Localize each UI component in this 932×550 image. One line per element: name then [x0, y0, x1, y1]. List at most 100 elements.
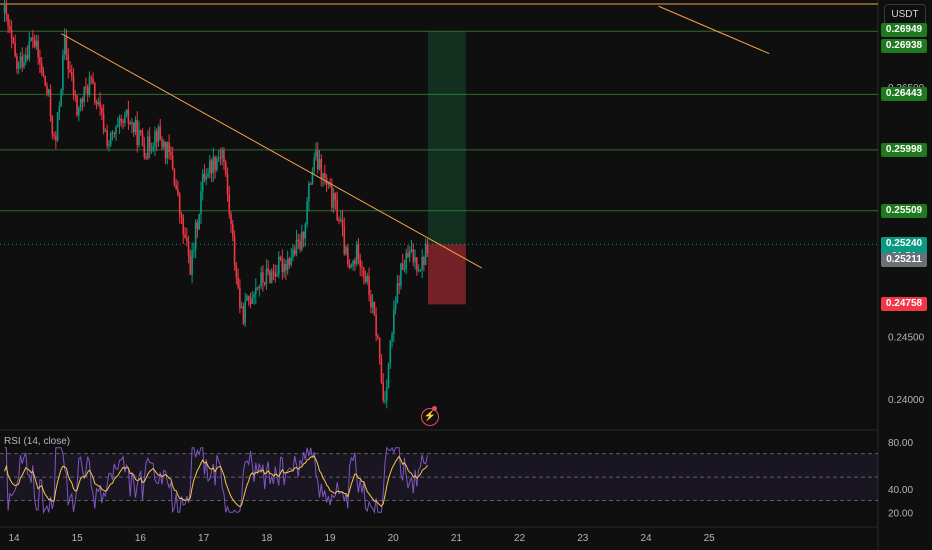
candle-body	[173, 168, 176, 185]
candle-body	[375, 314, 377, 337]
x-tick-label: 23	[577, 533, 589, 544]
candle-body	[230, 213, 232, 224]
candle-body	[212, 156, 215, 173]
candle-body	[235, 264, 238, 278]
candle-body	[400, 263, 402, 286]
candle-body	[86, 87, 89, 95]
candle-body	[193, 249, 195, 252]
candle-body	[141, 133, 144, 146]
candle-body	[184, 234, 186, 238]
candle-body	[394, 303, 397, 310]
rsi-indicator-label[interactable]: RSI (14, close)	[4, 436, 71, 447]
candle-body	[389, 340, 392, 364]
candle-body	[33, 39, 36, 47]
candle-body	[334, 193, 337, 201]
candle-body	[24, 55, 27, 63]
candle-body	[417, 270, 420, 272]
candle-body	[242, 306, 245, 324]
candle-body	[14, 42, 16, 57]
candle-body	[166, 142, 169, 159]
candle-body	[306, 201, 308, 224]
candle-body	[332, 193, 335, 208]
flash-icon[interactable]: ⚡	[421, 408, 439, 426]
candle-body	[148, 136, 151, 151]
candle-body	[362, 268, 365, 277]
candle-body	[129, 123, 131, 125]
candle-body	[364, 276, 367, 283]
trendline	[61, 33, 482, 269]
candle-body	[35, 40, 38, 47]
candle-body	[366, 276, 369, 283]
candle-body	[304, 223, 307, 239]
x-tick-label: 18	[261, 533, 273, 544]
candle-body	[270, 271, 273, 283]
candle-body	[262, 272, 264, 283]
candle-body	[147, 136, 149, 159]
candle-body	[42, 72, 45, 76]
candle-body	[224, 162, 227, 174]
candle-body	[51, 116, 54, 135]
candle-body	[60, 89, 62, 107]
candle-body	[134, 120, 137, 132]
candle-body	[108, 144, 110, 146]
candle-body	[240, 306, 243, 309]
candle-body	[191, 251, 193, 275]
candle-body	[301, 231, 303, 250]
candle-body	[315, 150, 317, 158]
candle-body	[10, 29, 13, 39]
candle-body	[210, 160, 213, 173]
candle-body	[251, 297, 254, 304]
candle-body	[352, 260, 354, 267]
candle-body	[118, 118, 121, 125]
target-zone	[427, 31, 466, 245]
candle-body	[124, 114, 126, 123]
rsi-ma-line	[4, 455, 428, 508]
candle-body	[361, 266, 363, 269]
candle-body	[102, 113, 105, 132]
candle-body	[258, 286, 261, 289]
candle-body	[116, 124, 119, 128]
candle-body	[265, 268, 268, 285]
candle-body	[293, 249, 296, 255]
candle-body	[79, 98, 82, 108]
candle-body	[247, 296, 250, 301]
last-price-value: 0.25240	[885, 238, 923, 250]
candle-body	[47, 89, 50, 94]
candle-body	[159, 126, 162, 140]
candle-body	[345, 247, 347, 255]
candle-body	[357, 244, 360, 260]
candle-body	[189, 256, 192, 275]
candle-body	[175, 184, 177, 190]
candle-body	[49, 89, 52, 117]
candle-body	[281, 259, 284, 273]
trendline	[658, 5, 770, 55]
candle-body	[5, 3, 8, 15]
candle-body	[316, 150, 319, 170]
candle-body	[55, 135, 57, 141]
candle-body	[373, 301, 376, 315]
candle-body	[104, 130, 107, 132]
candle-body	[178, 194, 181, 215]
candle-body	[56, 112, 59, 141]
candle-body	[329, 182, 331, 187]
candle-body	[318, 159, 321, 170]
candle-body	[382, 382, 385, 401]
candle-body	[78, 107, 80, 116]
candle-body	[419, 269, 422, 271]
candle-body	[426, 244, 429, 254]
level-price-label: 0.25509	[881, 203, 927, 218]
candle-body	[253, 294, 255, 298]
candle-body	[297, 239, 300, 242]
candle-body	[403, 268, 406, 270]
candle-body	[143, 145, 146, 157]
candle-body	[16, 56, 18, 69]
candle-body	[170, 151, 172, 156]
candle-body	[393, 309, 395, 334]
candle-body	[205, 176, 208, 180]
candle-body	[214, 156, 216, 171]
candle-body	[421, 256, 423, 270]
candle-body	[70, 71, 73, 77]
candle-body	[120, 118, 123, 121]
